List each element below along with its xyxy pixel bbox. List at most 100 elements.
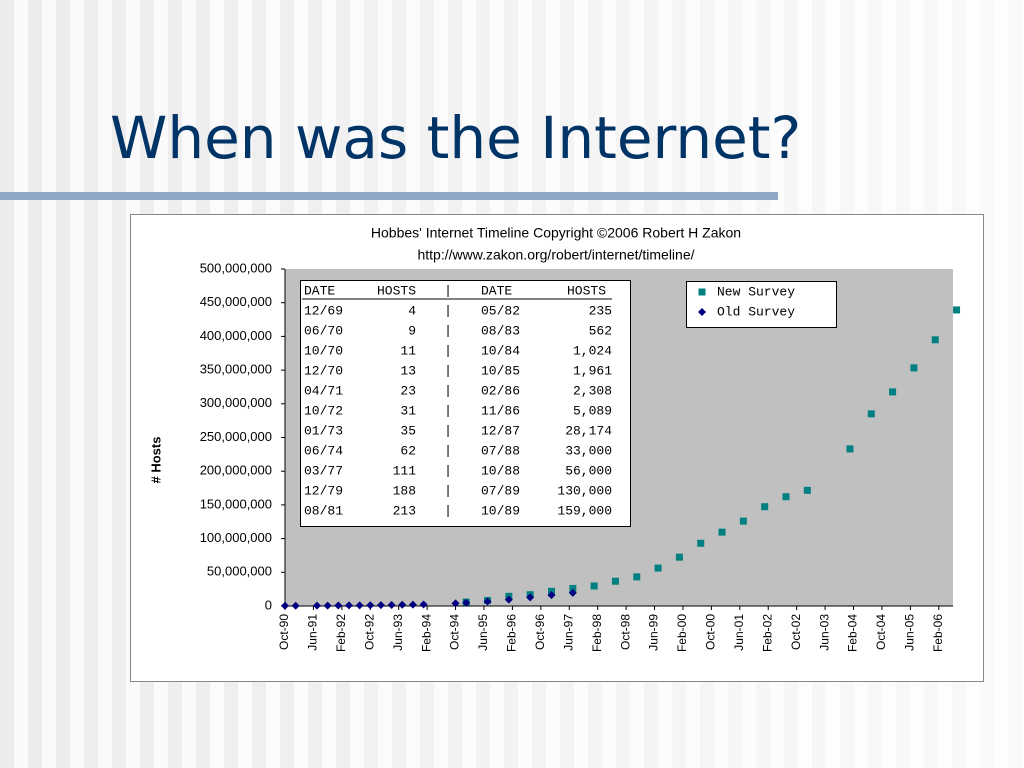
- x-tick-label: Oct-98: [618, 614, 632, 650]
- table-cell: 28,174: [565, 423, 612, 438]
- table-cell: 04/71: [304, 383, 343, 398]
- x-tick-label: Oct-94: [448, 614, 462, 650]
- table-cell: 02/86: [481, 383, 520, 398]
- point: [281, 601, 289, 610]
- title-rule: [0, 192, 778, 200]
- table-cell: |: [444, 483, 452, 498]
- table-cell: |: [444, 403, 452, 418]
- x-tick-label: Feb-00: [675, 614, 689, 652]
- y-tick-label: 100,000,000: [200, 530, 272, 545]
- table-cell: 06/74: [304, 443, 343, 458]
- point: [323, 601, 332, 610]
- point: [344, 601, 353, 610]
- x-tick-label: Jun-91: [306, 614, 320, 651]
- x-tick-label: Oct-04: [874, 614, 888, 650]
- point: [803, 486, 811, 494]
- x-tick-label: Feb-96: [505, 614, 519, 652]
- table-cell: 62: [400, 443, 416, 458]
- x-tick-label: Feb-04: [846, 614, 860, 652]
- table-cell: 12/69: [304, 303, 343, 318]
- table-cell: 33,000: [565, 443, 612, 458]
- table-cell: 235: [589, 303, 612, 318]
- table-cell: 111: [393, 463, 417, 478]
- table-cell: 08/81: [304, 503, 343, 518]
- legend-label: New Survey: [717, 284, 795, 299]
- table-cell: 1,961: [573, 363, 612, 378]
- table-cell: 11: [400, 343, 416, 358]
- point: [366, 601, 375, 610]
- table-cell: 130,000: [557, 483, 612, 498]
- table-cell: 35: [400, 423, 416, 438]
- point: [867, 410, 875, 418]
- table-cell: 188: [393, 483, 416, 498]
- x-tick-label: Jun-93: [391, 614, 405, 651]
- table-cell: |: [444, 383, 452, 398]
- table-header: |: [444, 283, 452, 298]
- table-cell: |: [444, 323, 452, 338]
- point: [611, 577, 619, 585]
- table-cell: |: [444, 303, 452, 318]
- table-cell: 11/86: [481, 403, 520, 418]
- y-tick-label: 500,000,000: [200, 260, 272, 275]
- legend-marker: [698, 288, 706, 296]
- point: [654, 564, 662, 572]
- x-tick-label: Feb-02: [760, 614, 774, 652]
- table-cell: 12/70: [304, 363, 343, 378]
- table-cell: 10/89: [481, 503, 520, 518]
- table-cell: |: [444, 423, 452, 438]
- point: [718, 528, 726, 536]
- table-cell: 10/88: [481, 463, 520, 478]
- table-cell: 05/82: [481, 303, 520, 318]
- table-box: [300, 280, 631, 527]
- point: [387, 600, 396, 609]
- point: [504, 595, 513, 604]
- point: [334, 601, 343, 610]
- point: [483, 597, 492, 606]
- table-header: HOSTS: [377, 283, 416, 298]
- x-tick-label: Oct-96: [533, 614, 547, 650]
- table-header: HOSTS: [567, 283, 606, 298]
- table-cell: 5,089: [573, 403, 612, 418]
- x-tick-label: Feb-06: [931, 614, 945, 652]
- table-header: DATE: [481, 283, 512, 298]
- table-cell: 9: [408, 323, 416, 338]
- x-tick-label: Jun-95: [476, 614, 490, 651]
- table-cell: 07/88: [481, 443, 520, 458]
- point: [697, 539, 705, 547]
- point: [312, 601, 321, 610]
- y-tick-label: 400,000,000: [200, 328, 272, 343]
- x-tick-label: Jun-99: [647, 614, 661, 651]
- y-tick-label: 450,000,000: [200, 294, 272, 309]
- x-tick-label: Feb-98: [590, 614, 604, 652]
- table-cell: 56,000: [565, 463, 612, 478]
- y-tick-label: 350,000,000: [200, 362, 272, 377]
- point: [782, 493, 790, 501]
- y-tick-label: 0: [265, 597, 272, 612]
- table-cell: 06/70: [304, 323, 343, 338]
- y-tick-label: 50,000,000: [207, 564, 272, 579]
- point: [953, 306, 961, 314]
- point: [376, 601, 385, 610]
- table-cell: |: [444, 443, 452, 458]
- x-tick-label: Feb-94: [419, 614, 433, 652]
- point: [846, 445, 854, 453]
- x-tick-label: Jun-05: [903, 614, 917, 651]
- chart-title: Hobbes' Internet Timeline Copyright ©200…: [371, 225, 741, 241]
- table-cell: 159,000: [557, 503, 612, 518]
- point: [675, 553, 683, 561]
- table-cell: 13: [400, 363, 416, 378]
- table-cell: |: [444, 343, 452, 358]
- table-cell: 31: [400, 403, 416, 418]
- table-cell: 10/84: [481, 343, 520, 358]
- point: [761, 503, 769, 511]
- point: [568, 588, 577, 597]
- table-cell: 12/79: [304, 483, 343, 498]
- x-tick-label: Oct-90: [277, 614, 291, 650]
- point: [451, 599, 460, 608]
- table-cell: |: [444, 463, 452, 478]
- point: [355, 601, 364, 610]
- point: [910, 364, 918, 372]
- table-cell: 03/77: [304, 463, 343, 478]
- legend-label: Old Survey: [717, 304, 795, 319]
